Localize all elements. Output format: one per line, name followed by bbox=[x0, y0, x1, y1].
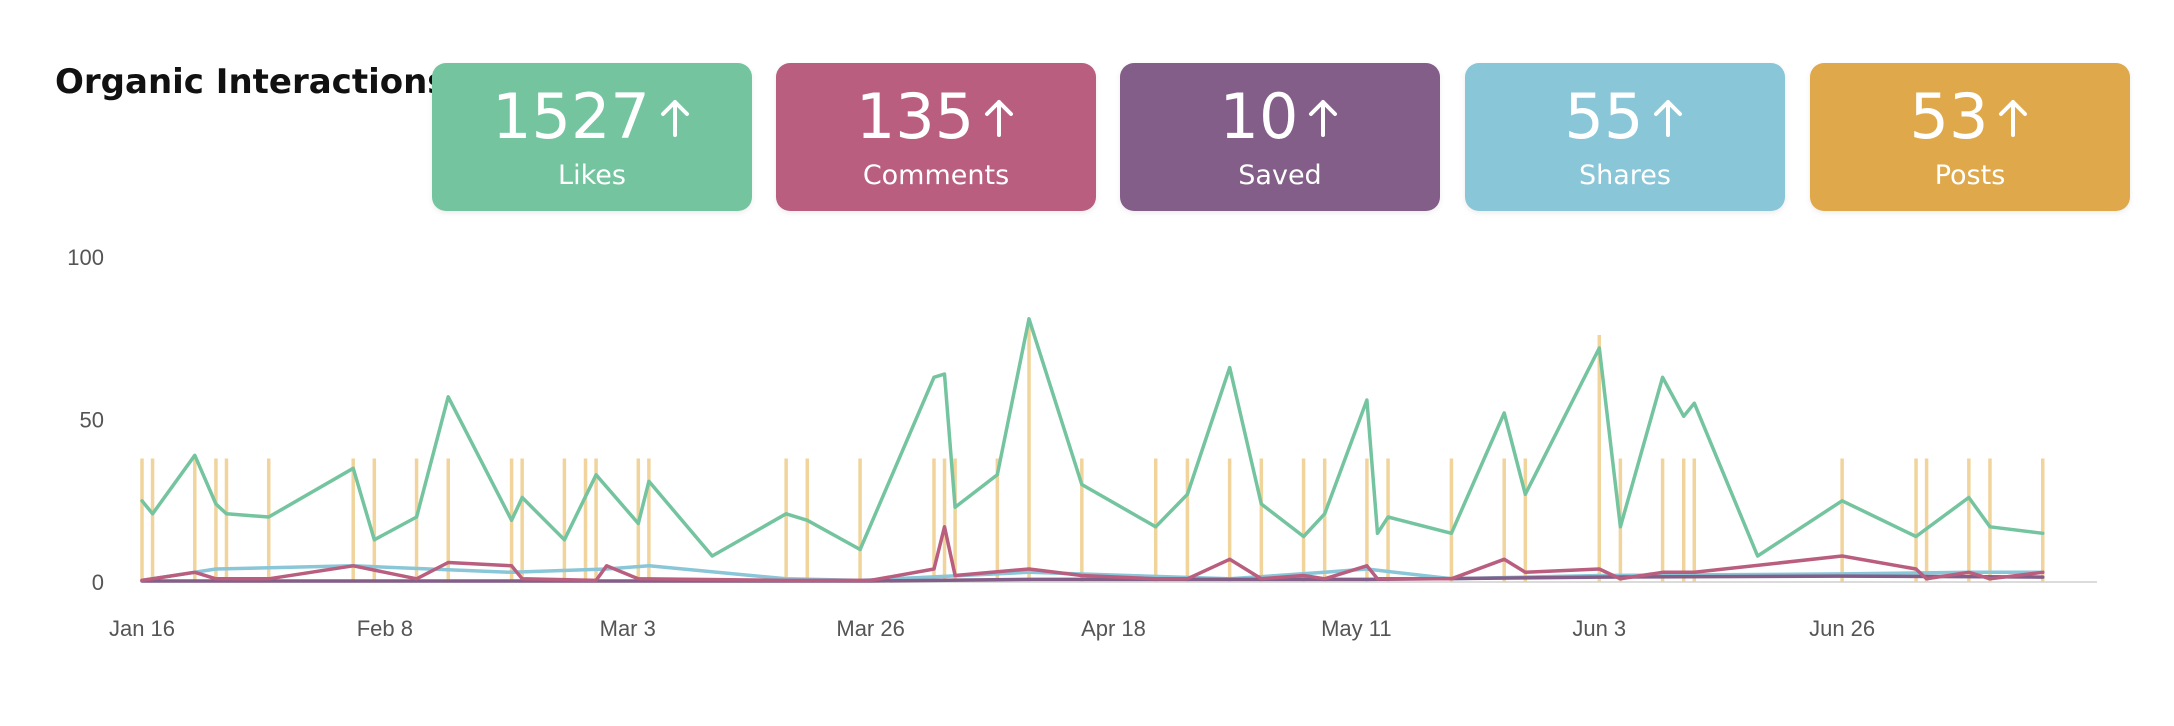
shares-label: Shares bbox=[1579, 160, 1671, 191]
x-tick-label: Mar 26 bbox=[836, 616, 904, 641]
arrow-up-icon bbox=[1999, 100, 2028, 137]
x-tick-label: Jan 16 bbox=[109, 616, 175, 641]
posts-label: Posts bbox=[1934, 160, 2006, 191]
x-tick-label: Feb 8 bbox=[357, 616, 413, 641]
series-line[interactable] bbox=[140, 317, 2045, 558]
series-line[interactable] bbox=[140, 564, 2045, 583]
y-tick-label: 50 bbox=[80, 408, 104, 433]
arrow-up-icon bbox=[985, 100, 1014, 137]
likes-card[interactable]: 1527 Likes bbox=[432, 63, 752, 211]
x-tick-label: Apr 18 bbox=[1081, 616, 1146, 641]
posts-card[interactable]: 53 Posts bbox=[1810, 63, 2130, 211]
saved-label: Saved bbox=[1238, 160, 1322, 191]
y-tick-label: 100 bbox=[67, 245, 104, 270]
x-tick-label: Jun 3 bbox=[1572, 616, 1626, 641]
page-title: Organic Interactions bbox=[55, 62, 448, 102]
shares-card[interactable]: 55 Shares bbox=[1465, 63, 1785, 211]
arrow-up-icon bbox=[660, 100, 689, 137]
shares-count: 55 bbox=[1564, 80, 1644, 153]
comments-card[interactable]: 135 Comments bbox=[776, 63, 1096, 211]
interactions-chart: 0 50 100 Jan 16 Feb 8 Mar 3 Mar 26 Apr 18 May 11… bbox=[67, 245, 2097, 641]
saved-count: 10 bbox=[1219, 80, 1299, 153]
arrow-up-icon bbox=[1309, 100, 1338, 137]
series-line[interactable] bbox=[140, 525, 2045, 583]
x-tick-label: Mar 3 bbox=[600, 616, 656, 641]
saved-card[interactable]: 10 Saved bbox=[1120, 63, 1440, 211]
posts-count: 53 bbox=[1909, 80, 1989, 153]
comments-count: 135 bbox=[855, 80, 975, 153]
y-tick-label: 0 bbox=[92, 570, 104, 595]
x-tick-label: May 11 bbox=[1321, 616, 1392, 641]
arrow-up-icon bbox=[1654, 100, 1683, 137]
comments-label: Comments bbox=[862, 160, 1010, 191]
likes-count: 1527 bbox=[492, 80, 650, 153]
x-tick-label: Jun 26 bbox=[1809, 616, 1875, 641]
likes-label: Likes bbox=[558, 160, 626, 191]
